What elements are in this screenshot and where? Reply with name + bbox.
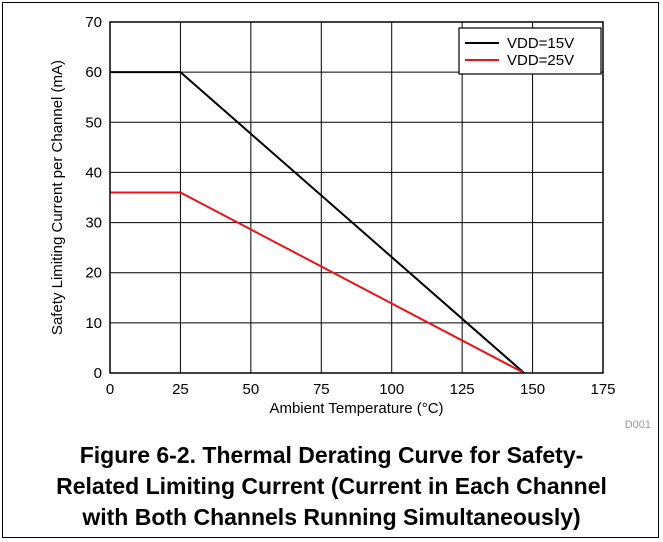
y-tick-label: 10 bbox=[85, 315, 102, 332]
caption-line-2: Related Limiting Current (Current in Eac… bbox=[56, 473, 607, 499]
x-tick-label: 75 bbox=[313, 381, 330, 398]
caption-line-3: with Both Channels Running Simultaneousl… bbox=[82, 504, 581, 530]
series-layer bbox=[110, 71, 525, 374]
x-tick-label: 125 bbox=[450, 381, 475, 398]
figure-frame bbox=[2, 2, 659, 538]
y-tick-label: 60 bbox=[85, 64, 102, 81]
legend-box bbox=[458, 27, 602, 75]
x-tick-label: 25 bbox=[172, 381, 189, 398]
legend-label-1: VDD=15V bbox=[507, 35, 574, 52]
legend-label-2: VDD=25V bbox=[507, 52, 574, 69]
derating-chart: 0 25 50 75 100 125 150 175 0 10 20 30 40 50 60 70 Ambi… bbox=[49, 14, 651, 431]
x-tick-label: 0 bbox=[106, 381, 114, 398]
plot-border bbox=[109, 21, 604, 374]
y-tick-label: 20 bbox=[85, 265, 102, 282]
x-axis-title: Ambient Temperature (°C) bbox=[269, 400, 443, 417]
y-tick-label: 0 bbox=[94, 365, 102, 382]
x-tick-label: 50 bbox=[243, 381, 260, 398]
caption-line-1: Figure 6-2. Thermal Derating Curve for S… bbox=[79, 442, 584, 468]
x-tick-label: 100 bbox=[379, 381, 404, 398]
figure-caption: Figure 6-2. Thermal Derating Curve for S… bbox=[0, 440, 663, 533]
x-tick-label: 175 bbox=[590, 381, 615, 398]
figure-id: D001 bbox=[625, 419, 651, 431]
y-tick-label: 40 bbox=[85, 164, 102, 181]
x-tick-label: 150 bbox=[520, 381, 545, 398]
series-line-2 bbox=[110, 191, 525, 374]
series-line-1 bbox=[110, 71, 525, 374]
x-tick-labels: 0 25 50 75 100 125 150 175 bbox=[106, 381, 616, 398]
y-axis-title: Safety Limiting Current per Channel (mA) bbox=[49, 60, 66, 335]
y-tick-label: 70 bbox=[85, 14, 102, 31]
y-tick-labels: 0 10 20 30 40 50 60 70 bbox=[85, 14, 102, 382]
y-tick-label: 50 bbox=[85, 114, 102, 131]
y-tick-label: 30 bbox=[85, 215, 102, 232]
